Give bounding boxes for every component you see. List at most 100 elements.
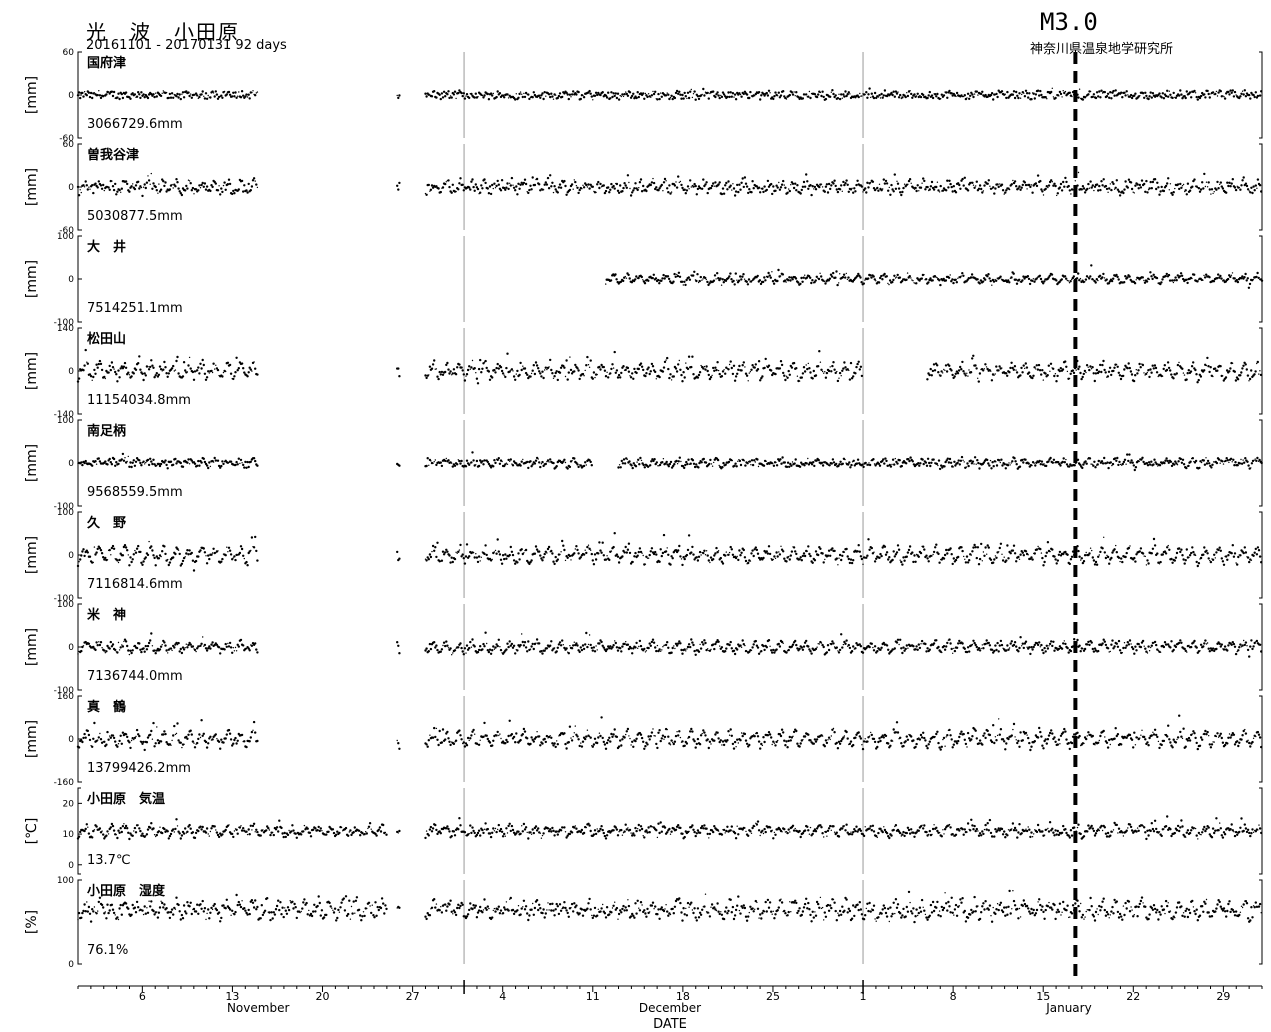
data-point	[152, 366, 155, 369]
data-point	[634, 278, 637, 281]
data-point	[181, 559, 185, 563]
data-point	[1077, 272, 1080, 275]
data-point	[927, 560, 930, 563]
data-point	[1038, 459, 1041, 463]
data-point	[1227, 90, 1230, 94]
data-point	[479, 560, 481, 562]
data-point	[460, 555, 463, 558]
data-point	[773, 95, 776, 98]
data-point	[397, 188, 400, 191]
data-point	[785, 560, 788, 563]
data-point	[538, 461, 541, 464]
data-point	[702, 87, 705, 91]
data-point	[661, 277, 664, 280]
data-point	[208, 557, 211, 561]
data-point	[1010, 462, 1012, 464]
data-point	[1172, 281, 1175, 284]
data-point	[878, 556, 881, 559]
data-point	[678, 90, 681, 94]
data-point	[1123, 91, 1126, 95]
data-point	[1056, 374, 1059, 378]
data-point	[585, 464, 587, 466]
data-point	[86, 188, 90, 191]
data-point	[871, 180, 875, 183]
data-point	[925, 464, 929, 467]
data-point	[613, 94, 616, 98]
data-point	[1116, 188, 1120, 191]
data-point	[894, 553, 898, 556]
data-point	[849, 93, 851, 95]
data-point	[1013, 457, 1016, 460]
data-point	[834, 184, 837, 188]
data-point	[1034, 182, 1038, 185]
data-point	[1018, 465, 1022, 468]
data-point	[893, 95, 896, 98]
data-point	[1039, 277, 1043, 281]
data-point	[1103, 368, 1106, 372]
data-point	[870, 546, 873, 550]
data-point	[83, 461, 86, 465]
data-point	[84, 180, 87, 183]
data-point	[855, 183, 858, 187]
data-point	[965, 466, 968, 468]
data-point	[203, 95, 205, 98]
data-point	[977, 380, 980, 383]
data-point	[835, 557, 838, 560]
data-point	[225, 93, 228, 96]
data-point	[911, 460, 914, 463]
data-point	[1150, 371, 1153, 374]
data-point	[528, 562, 531, 566]
data-point	[719, 556, 722, 560]
data-point	[228, 363, 232, 367]
data-point	[1059, 182, 1063, 186]
data-point	[918, 464, 921, 467]
data-point	[541, 460, 544, 464]
data-point	[546, 547, 550, 551]
y-axis-label: [mm]	[24, 444, 40, 482]
data-point	[544, 181, 547, 184]
data-point	[764, 279, 767, 282]
data-point	[192, 378, 196, 381]
data-point	[1245, 184, 1249, 188]
data-point	[1009, 464, 1011, 466]
data-point	[1105, 95, 1109, 98]
data-point	[607, 186, 610, 189]
data-point	[558, 183, 562, 186]
data-point	[476, 560, 480, 564]
data-point	[958, 463, 961, 466]
data-point	[93, 368, 96, 372]
data-point	[1109, 183, 1112, 185]
data-point	[456, 552, 458, 554]
data-point	[131, 92, 134, 95]
data-point	[137, 362, 140, 365]
data-point	[533, 183, 537, 187]
data-point	[128, 190, 131, 193]
data-point	[798, 558, 801, 561]
data-point	[744, 464, 747, 467]
data-point	[256, 464, 259, 467]
data-point	[755, 185, 759, 188]
data-point	[926, 185, 929, 189]
data-point	[93, 92, 96, 94]
data-point	[1015, 371, 1019, 374]
data-point	[937, 459, 941, 462]
data-point	[493, 182, 496, 185]
data-point	[1150, 187, 1154, 190]
data-point	[747, 561, 750, 565]
data-point	[930, 94, 934, 97]
data-point	[1248, 380, 1250, 382]
data-point	[520, 368, 523, 372]
data-point	[962, 459, 964, 461]
data-point	[1143, 279, 1145, 282]
data-point	[1233, 277, 1236, 280]
data-point	[1132, 379, 1136, 383]
data-point	[763, 94, 766, 97]
data-point	[553, 375, 556, 378]
data-point	[630, 281, 634, 284]
data-point	[1016, 94, 1019, 98]
data-point	[955, 95, 957, 98]
data-point	[239, 545, 243, 548]
data-point	[701, 187, 704, 190]
data-point	[139, 96, 142, 100]
data-point	[122, 545, 126, 549]
